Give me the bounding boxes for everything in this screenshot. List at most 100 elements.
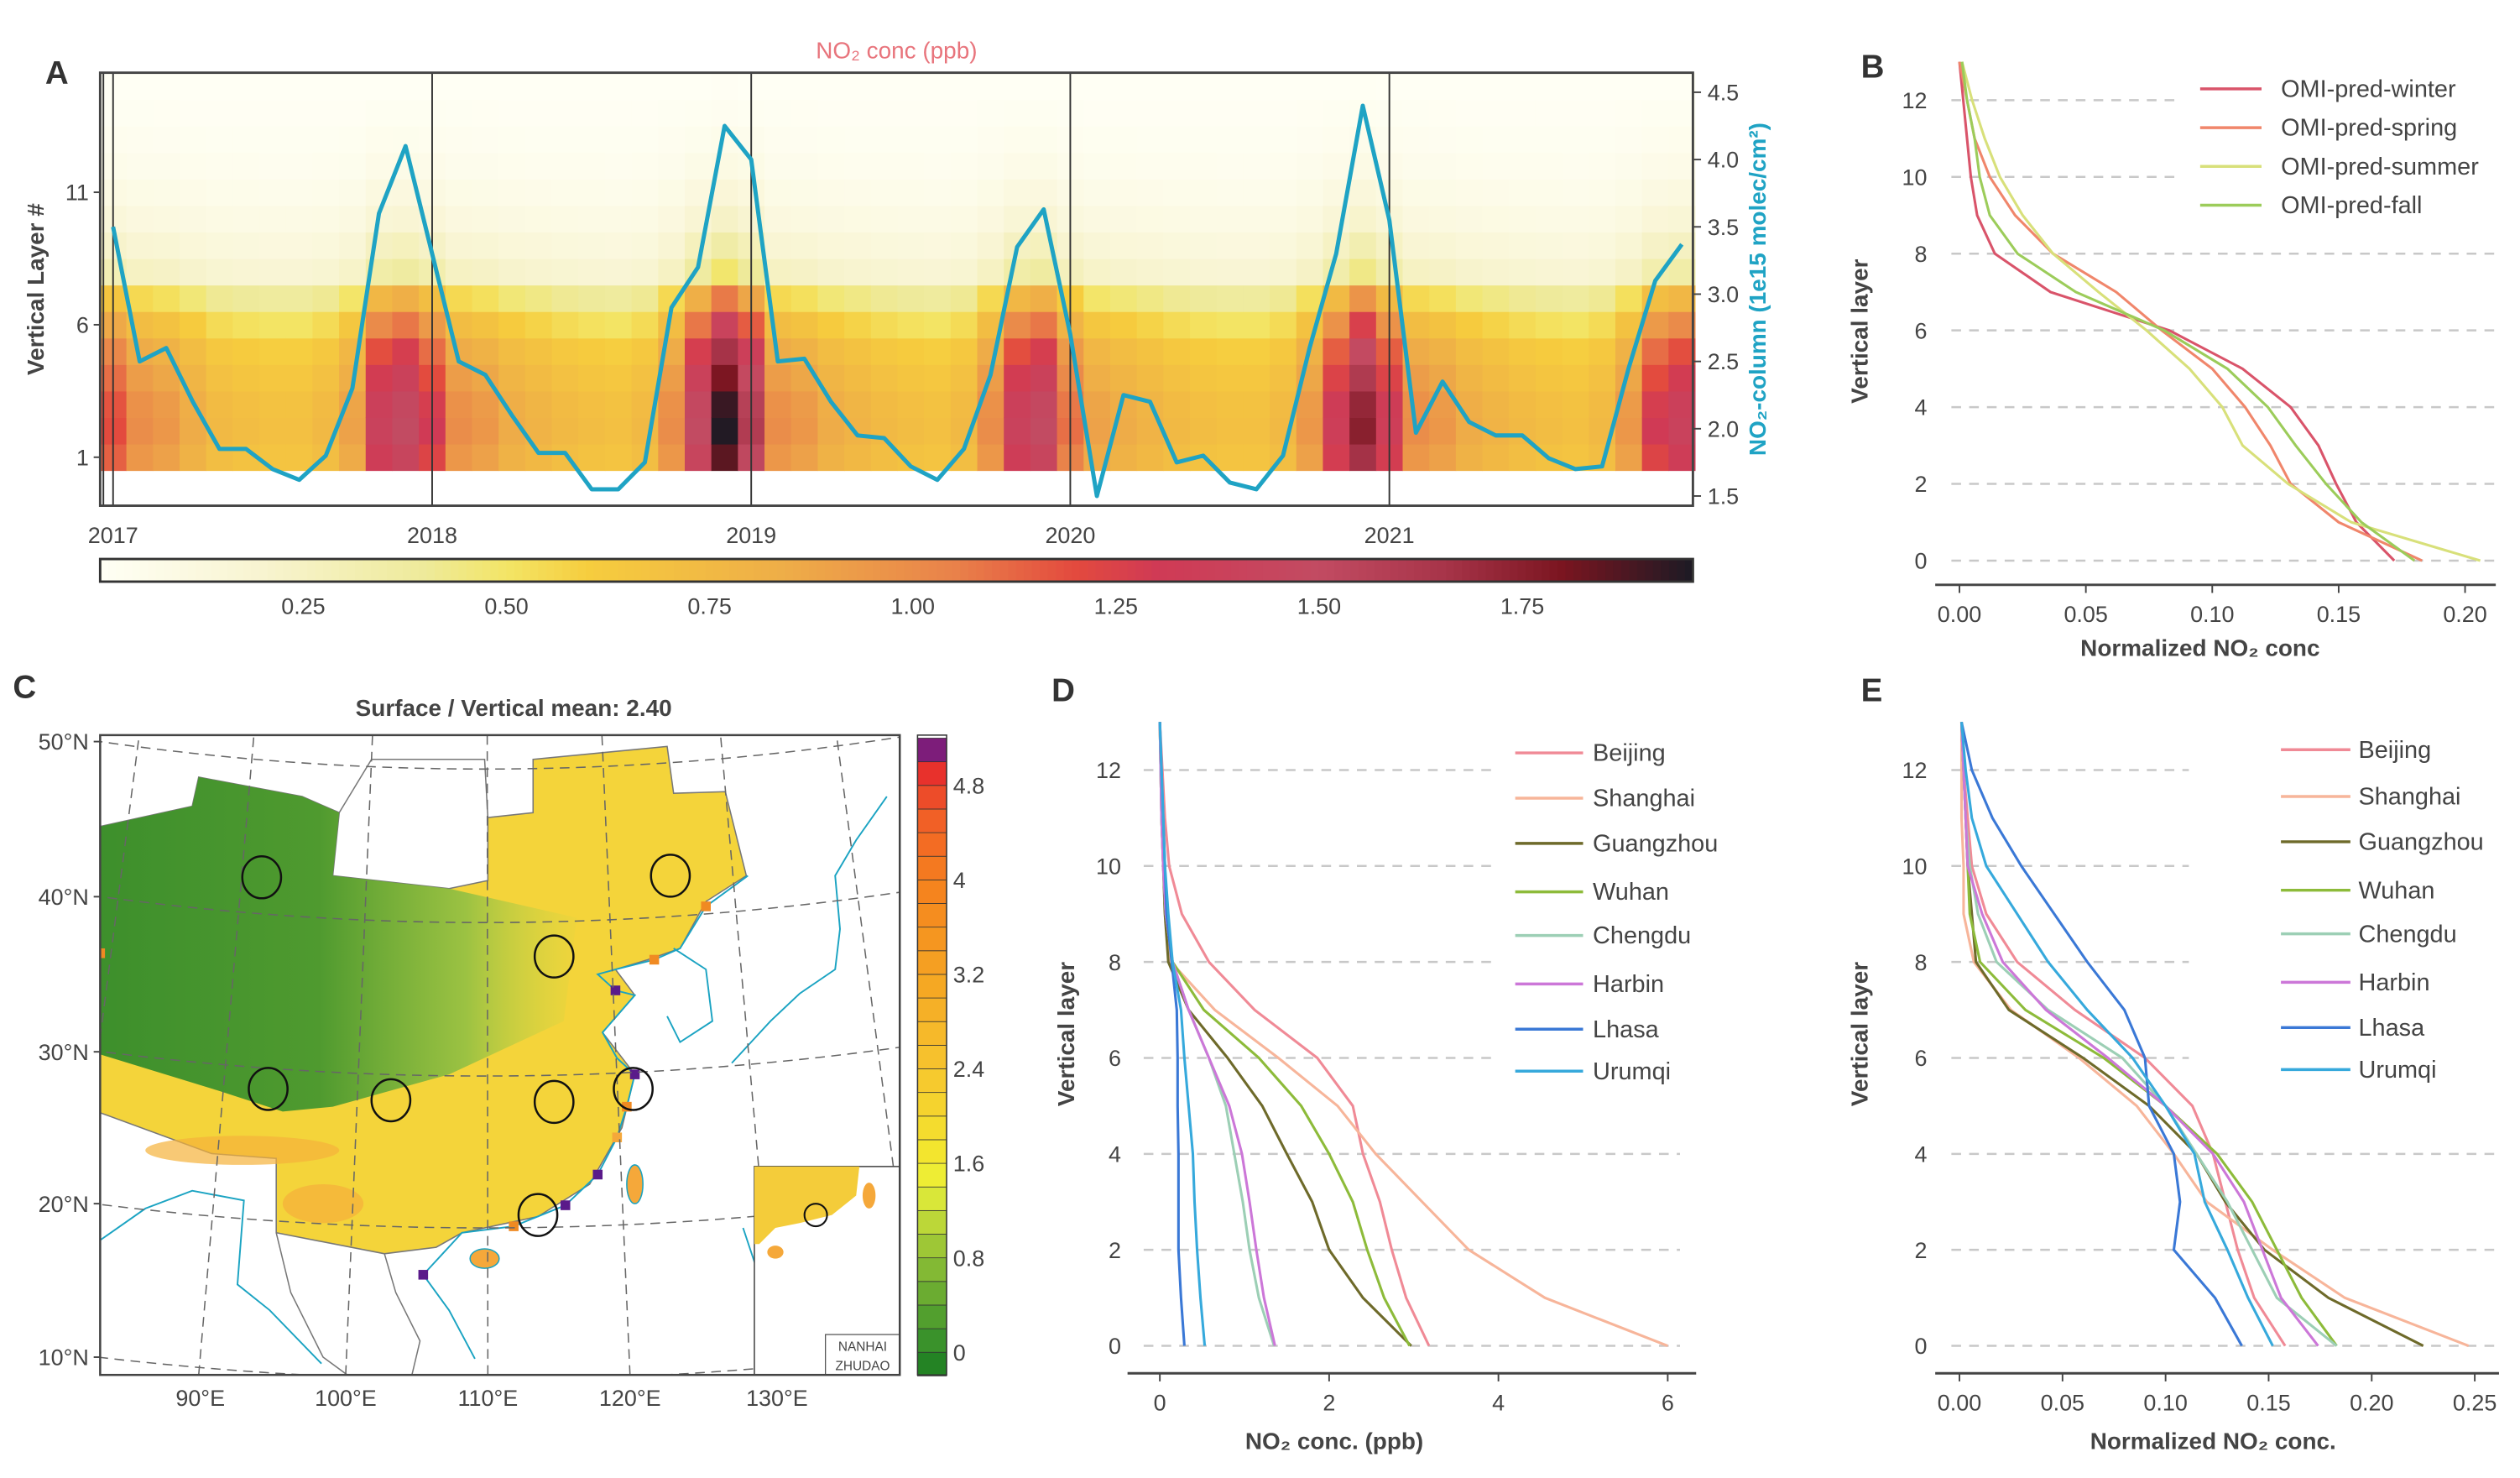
heatmap-cell: [1402, 311, 1430, 339]
heatmap-cell: [259, 232, 287, 259]
colorbar-segment: [418, 559, 428, 582]
heatmap-cell: [1455, 152, 1484, 180]
heatmap-cell: [604, 443, 633, 472]
colorbar-segment: [917, 1328, 947, 1353]
heatmap-cell: [1190, 73, 1218, 101]
heatmap-cell: [684, 232, 712, 259]
heatmap-cell: [232, 179, 260, 206]
heatmap-cell: [1589, 390, 1616, 419]
heatmap-cell: [153, 285, 180, 312]
y-tick-label: 4: [1109, 1141, 1121, 1167]
heatmap-cell: [897, 73, 925, 101]
heatmap-cell: [844, 205, 872, 233]
heatmap-cell: [897, 311, 925, 339]
x-tick-label: 0.25: [2453, 1391, 2497, 1416]
heatmap-cell: [950, 285, 978, 312]
heatmap-cell: [924, 311, 952, 339]
y-tick-label: 6: [76, 313, 89, 338]
heatmap-cell: [578, 73, 606, 101]
colorbar-segment: [107, 559, 117, 582]
heatmap-cell: [1083, 179, 1111, 206]
legend-item: OMI-pred-winter: [2199, 76, 2456, 103]
heatmap-cell: [658, 205, 686, 233]
heatmap-cell: [285, 311, 313, 339]
colorbar-segment: [1246, 559, 1256, 582]
meridian-line: [601, 734, 631, 1376]
colorbar-segment: [917, 1044, 947, 1069]
heatmap-cell: [1668, 390, 1696, 419]
legend-label: Urumqi: [2359, 1057, 2437, 1084]
heatmap-cell: [950, 152, 978, 180]
heatmap-cell: [1455, 311, 1484, 339]
hainan: [469, 1248, 500, 1269]
heatmap-cell: [1535, 73, 1563, 101]
heatmap-cell: [950, 73, 978, 101]
heatmap-cell: [285, 232, 313, 259]
heatmap-cell: [950, 259, 978, 286]
heatmap-cell: [312, 179, 340, 206]
heatmap-cell: [1083, 232, 1111, 259]
heatmap-cell: [153, 99, 180, 127]
colorbar-segment: [1533, 559, 1542, 582]
heatmap-cell: [1216, 417, 1244, 445]
heatmap-cell: [1615, 205, 1643, 233]
heatmap-cell: [1163, 364, 1191, 392]
heatmap-cell: [1030, 337, 1058, 365]
heatmap-cell: [790, 259, 818, 286]
heatmap-cell: [1163, 390, 1191, 419]
heatmap-cell: [1509, 232, 1537, 259]
heatmap-cell: [764, 364, 792, 392]
colorbar-segment: [896, 559, 905, 582]
colorbar-segment: [917, 997, 947, 1022]
heatmap-cell: [1535, 285, 1563, 312]
legend-label: Lhasa: [2359, 1015, 2426, 1042]
colorbar-segment: [618, 559, 627, 582]
heatmap-cell: [392, 205, 420, 233]
heatmap-cell: [924, 285, 952, 312]
heatmap-cell: [1323, 417, 1350, 445]
heatmap-cell: [1083, 73, 1111, 101]
coastal-hotspot-cell: [629, 1069, 640, 1079]
heatmap-cell: [179, 73, 207, 101]
colorbar-segment: [577, 559, 587, 582]
heatmap-cell: [1562, 232, 1589, 259]
legend-item: Wuhan: [1515, 879, 1669, 906]
heatmap-cell: [445, 126, 472, 154]
heatmap-cell: [1163, 232, 1191, 259]
heatmap-cell: [179, 259, 207, 286]
heatmap-cell: [711, 337, 738, 365]
heatmap-cell: [339, 99, 367, 127]
heatmap-cell: [977, 126, 1004, 154]
heatmap-cell: [578, 337, 606, 365]
panel-b: B 0 2 4 6 8 10 12 0.00 0.05 0.10 0.15 0.20 OMI-pred-w…: [1846, 49, 2497, 661]
heatmap-cell: [1509, 443, 1537, 472]
colorbar-segment: [1008, 559, 1017, 582]
heatmap-cell: [711, 443, 738, 472]
colorbar-segment: [1462, 559, 1471, 582]
colorbar-segment: [450, 559, 460, 582]
colorbar-segment: [561, 559, 571, 582]
heatmap-cell: [870, 259, 898, 286]
legend-item: Guangzhou: [1515, 830, 1718, 857]
heatmap-cell: [684, 443, 712, 472]
heatmap-cell: [206, 73, 233, 101]
colorbar-segment: [657, 559, 666, 582]
legend-item: Chengdu: [1515, 922, 1691, 949]
colorbar-tick-label: 0.8: [953, 1246, 984, 1271]
colorbar-frame: [98, 557, 1694, 583]
series-line-urumqi: [1959, 722, 2274, 1347]
heatmap-cell: [1030, 285, 1058, 312]
heatmap-cell: [1668, 73, 1696, 101]
heatmap-cell: [631, 205, 659, 233]
colorbar-segment: [944, 559, 953, 582]
heatmap-cell: [365, 73, 393, 101]
heatmap-cell: [126, 205, 154, 233]
colorbar-segment: [917, 761, 947, 786]
heatmap-cell: [1562, 179, 1589, 206]
heatmap-cell: [472, 390, 499, 419]
heatmap-cell: [206, 259, 233, 286]
colorbar-segment: [331, 559, 340, 582]
heatmap-cell: [1190, 390, 1218, 419]
heatmap-cell: [1190, 99, 1218, 127]
heatmap-cell: [1216, 390, 1244, 419]
